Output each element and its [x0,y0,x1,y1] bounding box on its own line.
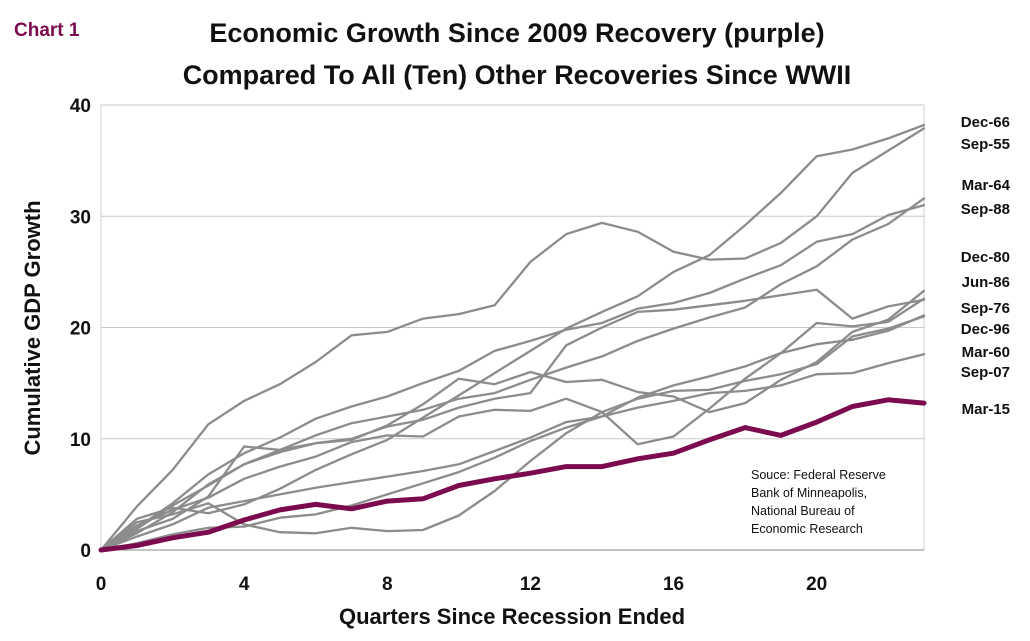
chart-number: Chart 1 [14,20,80,41]
legend-label-sep-55: Sep-55 [961,136,1010,153]
series-line-dec-96 [99,314,926,552]
y-axis-label: Cumulative GDP Growth [20,200,45,455]
x-tick-label: 20 [806,574,827,595]
series-line-sep-76 [99,288,926,552]
chart-title-line1: Economic Growth Since 2009 Recovery (pur… [209,18,824,48]
legend-label-sep-07: Sep-07 [961,364,1010,381]
x-tick-label: 12 [520,574,541,595]
y-tick-label: 40 [70,96,91,117]
series-line-sep-88 [99,127,926,552]
y-tick-label: 10 [70,430,91,451]
y-tick-label: 30 [70,207,91,228]
y-axis-ticks: 0 10 20 30 40 [70,96,91,562]
series-line-dec-66 [99,123,926,552]
series-line-jun-86 [99,297,926,552]
grid-lines [101,104,924,551]
series-line-mar-15 [98,397,927,553]
source-line: Economic Research [751,522,863,536]
legend-label-dec-66: Dec-66 [961,114,1010,131]
legend-label-mar-15: Mar-15 [962,401,1010,418]
series-lines [98,123,927,553]
legend: Dec-66 Sep-55 Mar-64 Sep-88 Dec-80 Jun-86 Sep-… [961,114,1011,418]
source-line: Bank of Minneapolis, [751,486,867,500]
legend-label-mar-60: Mar-60 [962,344,1010,361]
legend-label-dec-80: Dec-80 [961,249,1010,266]
y-tick-label: 0 [80,541,91,562]
source-line: Souce: Federal Reserve [751,468,886,482]
y-tick-label: 20 [70,319,91,340]
series-line-dec-80 [99,289,926,552]
source-note: Souce: Federal Reserve Bank of Minneapol… [751,468,886,536]
legend-label-sep-88: Sep-88 [961,201,1010,218]
x-axis-label: Quarters Since Recession Ended [339,604,685,629]
legend-label-sep-76: Sep-76 [961,300,1010,317]
chart-title-line2: Compared To All (Ten) Other Recoveries S… [183,60,852,90]
source-line: National Bureau of [751,504,855,518]
legend-label-jun-86: Jun-86 [962,274,1010,291]
x-tick-label: 0 [96,574,107,595]
series-line-sep-07 [99,353,926,552]
x-tick-label: 4 [239,574,250,595]
x-tick-label: 16 [663,574,684,595]
x-axis-ticks: 0 4 8 12 16 20 [96,574,828,595]
x-tick-label: 8 [382,574,393,595]
legend-label-dec-96: Dec-96 [961,321,1010,338]
legend-label-mar-64: Mar-64 [962,177,1011,194]
